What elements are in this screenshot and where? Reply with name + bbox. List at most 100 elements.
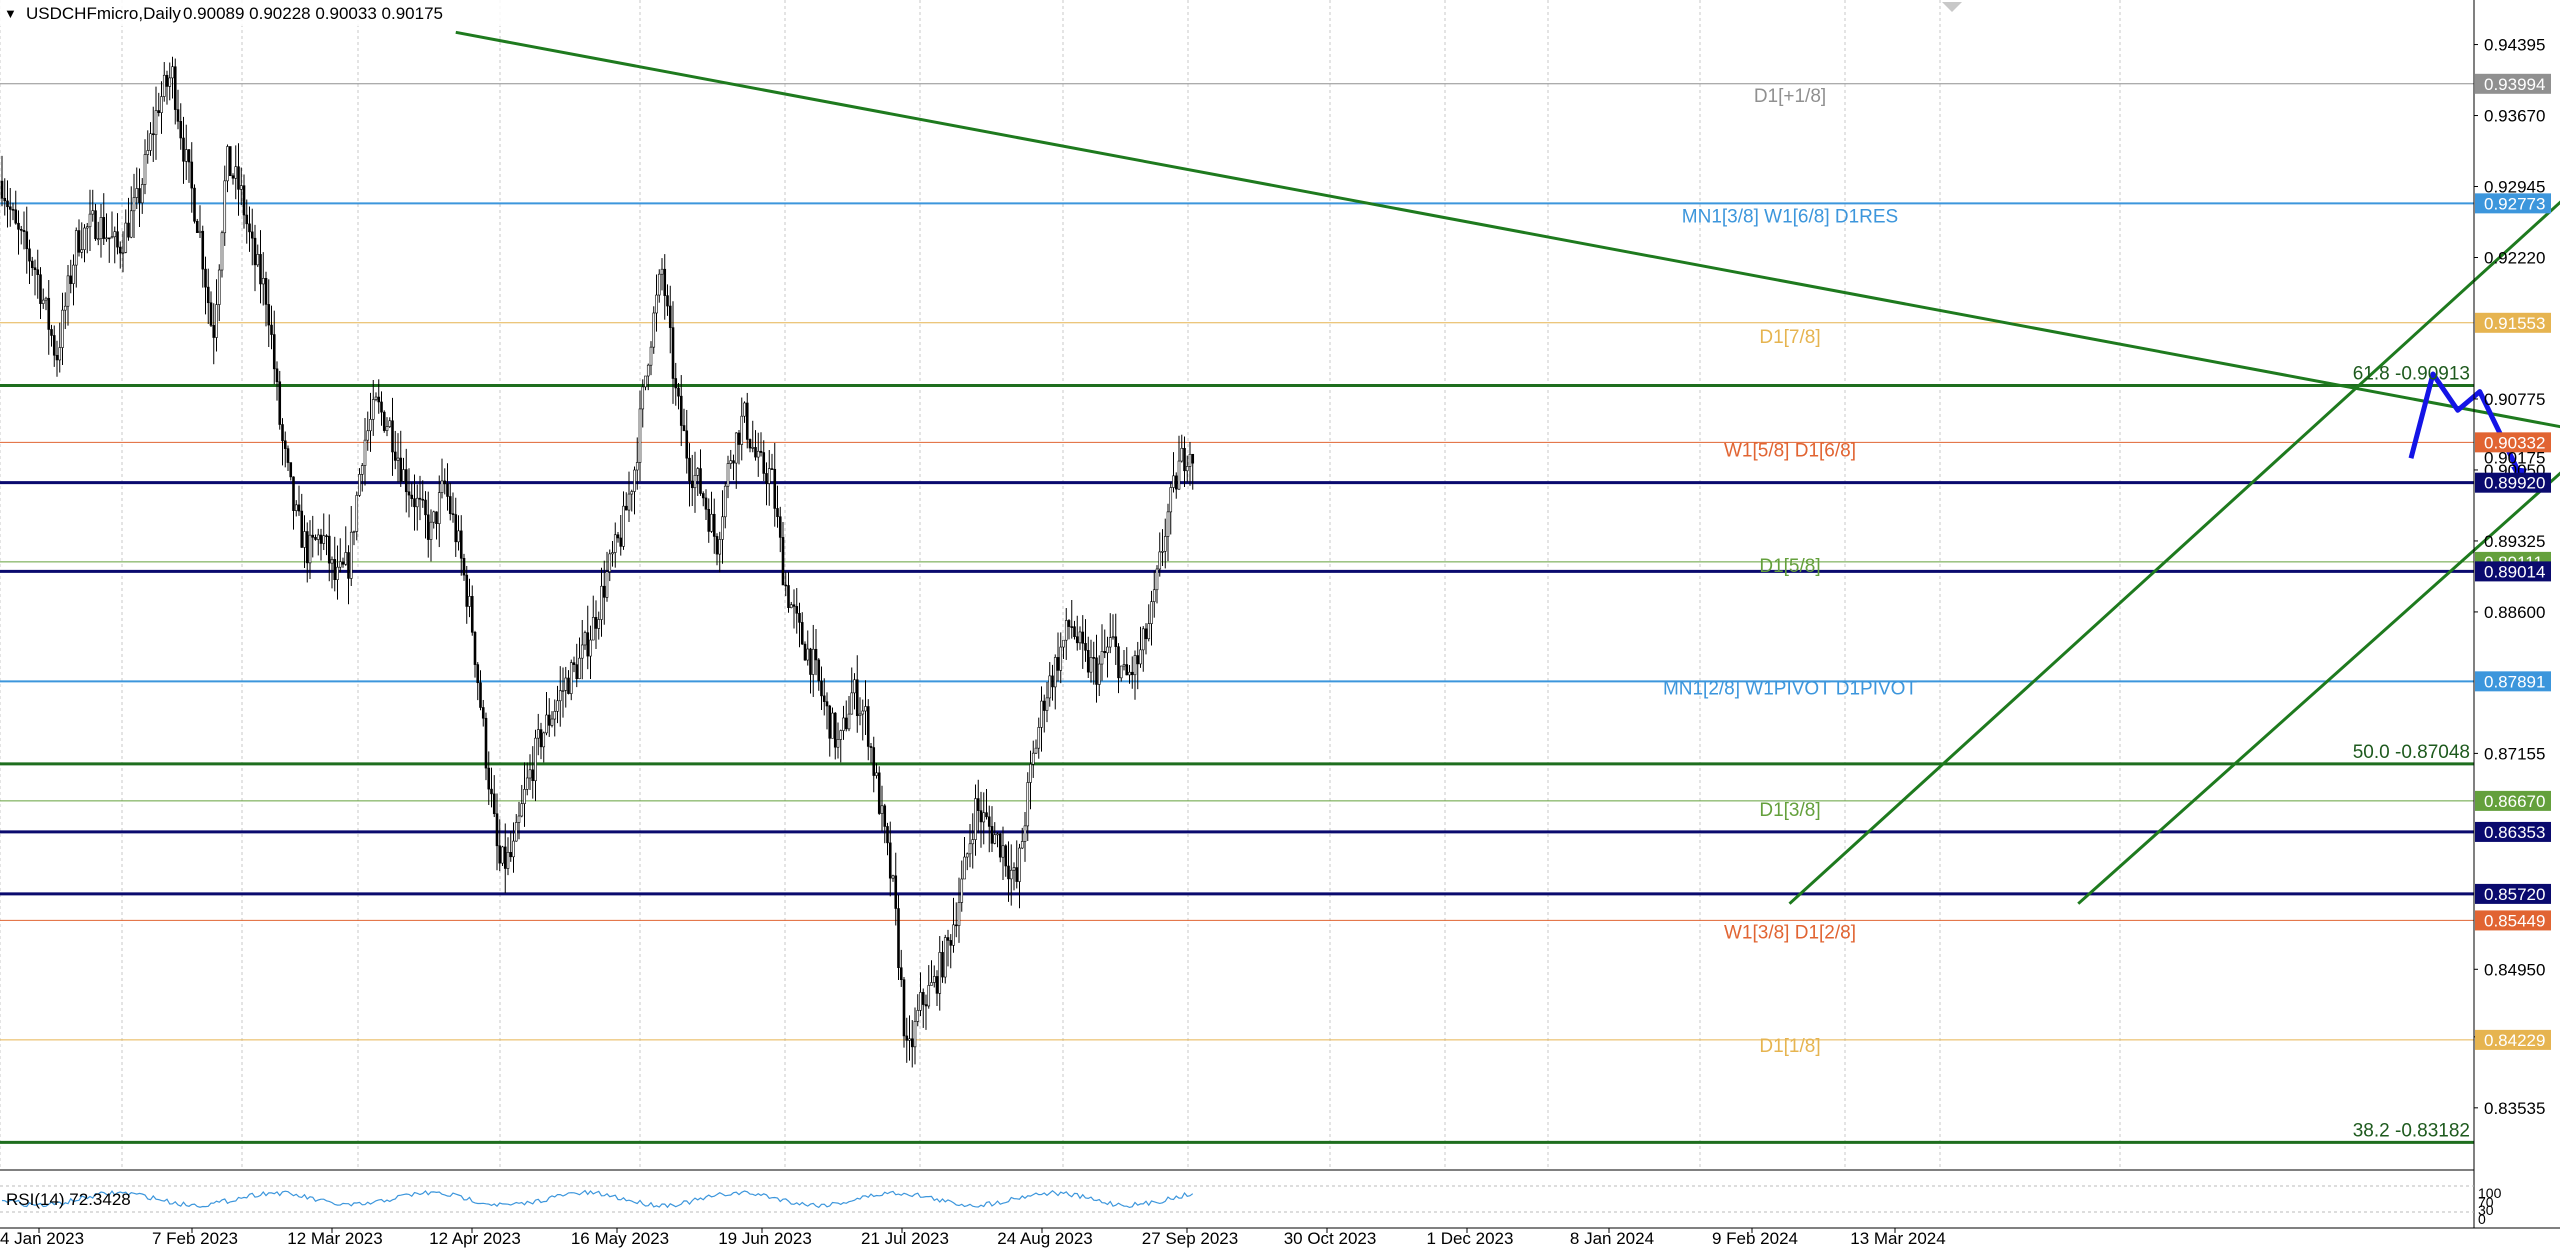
candle-body bbox=[672, 328, 674, 379]
candle-body bbox=[496, 814, 498, 846]
candle-body bbox=[163, 75, 165, 96]
candle-body bbox=[405, 470, 407, 492]
price-tick-label: 0.87155 bbox=[2484, 744, 2545, 763]
candle-body bbox=[595, 617, 597, 628]
candle-body bbox=[815, 649, 817, 660]
candle-body bbox=[287, 449, 289, 463]
candle-body bbox=[293, 477, 295, 511]
level-label: W1[3/8] D1[2/8] bbox=[1724, 922, 1856, 943]
candle-body bbox=[1082, 632, 1084, 643]
candle-body bbox=[1131, 672, 1133, 675]
candle-body bbox=[1019, 848, 1021, 882]
candle-body bbox=[364, 440, 366, 465]
candle-body bbox=[738, 433, 740, 445]
candle-body bbox=[144, 155, 146, 185]
date-label-24-aug-2023: 24 Aug 2023 bbox=[997, 1229, 1092, 1248]
candle-body bbox=[334, 559, 336, 579]
candle-body bbox=[782, 537, 784, 585]
candle-body bbox=[840, 731, 842, 740]
candle-body bbox=[727, 464, 729, 487]
candle-body bbox=[207, 287, 209, 303]
candle-body bbox=[1076, 637, 1078, 643]
candle-body bbox=[526, 778, 528, 789]
candle-body bbox=[766, 473, 768, 483]
candle-body bbox=[229, 147, 231, 176]
candle-body bbox=[463, 558, 465, 575]
candle-body bbox=[931, 982, 933, 985]
candle-body bbox=[1065, 620, 1067, 640]
candle-body bbox=[452, 514, 454, 515]
candle-body bbox=[161, 97, 163, 113]
candle-body bbox=[1063, 640, 1065, 647]
candle-body bbox=[524, 789, 526, 803]
candle-body bbox=[9, 207, 11, 210]
candle-body bbox=[581, 645, 583, 658]
menu-triangle-icon[interactable]: ▼ bbox=[4, 6, 17, 21]
candle-body bbox=[29, 249, 31, 261]
candle-body bbox=[562, 690, 564, 691]
candle-body bbox=[92, 211, 94, 214]
candle-body bbox=[1173, 476, 1175, 488]
candle-body bbox=[262, 278, 264, 284]
candle-body bbox=[620, 538, 622, 546]
candle-body bbox=[196, 221, 198, 232]
candle-body bbox=[994, 835, 996, 844]
candle-body bbox=[518, 816, 520, 822]
level-label: MN1[3/8] W1[6/8] D1RES bbox=[1682, 206, 1898, 227]
candle-body bbox=[546, 715, 548, 733]
candle-body bbox=[103, 217, 105, 238]
candle-body bbox=[199, 231, 201, 232]
candle-body bbox=[1054, 657, 1056, 686]
level-label: W1[5/8] D1[6/8] bbox=[1724, 440, 1856, 461]
candle-body bbox=[411, 495, 413, 499]
candle-body bbox=[114, 232, 116, 237]
candle-body bbox=[430, 522, 432, 539]
candle-body bbox=[628, 494, 630, 510]
candle-body bbox=[988, 817, 990, 827]
candle-body bbox=[1041, 701, 1043, 727]
candle-body bbox=[4, 198, 6, 201]
date-label-12-apr-2023: 12 Apr 2023 bbox=[429, 1229, 521, 1248]
candle-body bbox=[867, 707, 869, 747]
candle-body bbox=[345, 552, 347, 564]
level-label: D1[7/8] bbox=[1759, 327, 1820, 348]
candle-body bbox=[529, 770, 531, 778]
candle-body bbox=[818, 660, 820, 681]
level-label: D1[3/8] bbox=[1759, 800, 1820, 821]
candle-body bbox=[1079, 632, 1081, 643]
candle-body bbox=[1068, 620, 1070, 626]
candle-body bbox=[733, 461, 735, 463]
candle-body bbox=[97, 239, 99, 240]
candle-body bbox=[485, 718, 487, 768]
candle-body bbox=[911, 1039, 913, 1047]
candle-body bbox=[238, 167, 240, 190]
candle-body bbox=[427, 515, 429, 540]
candle-body bbox=[1167, 512, 1169, 537]
candle-body bbox=[1035, 748, 1037, 753]
candle-body bbox=[504, 847, 506, 869]
candle-body bbox=[793, 605, 795, 607]
candle-body bbox=[232, 176, 234, 179]
candle-body bbox=[477, 665, 479, 683]
candle-body bbox=[89, 214, 91, 227]
candle-body bbox=[755, 447, 757, 457]
candle-body bbox=[130, 211, 132, 237]
candle-body bbox=[944, 938, 946, 977]
candle-body bbox=[488, 768, 490, 789]
candle-body bbox=[444, 481, 446, 484]
candle-body bbox=[865, 707, 867, 711]
candle-body bbox=[1038, 727, 1040, 748]
candle-body bbox=[933, 976, 935, 982]
candle-body bbox=[579, 658, 581, 679]
price-badge-label: 0.89014 bbox=[2484, 562, 2545, 581]
candle-body bbox=[617, 535, 619, 538]
candle-body bbox=[301, 511, 303, 547]
candle-body bbox=[271, 325, 273, 334]
candle-body bbox=[1126, 665, 1128, 675]
candle-body bbox=[631, 492, 633, 495]
candle-body bbox=[543, 733, 545, 747]
candle-body bbox=[147, 150, 149, 154]
candle-body bbox=[375, 397, 377, 399]
